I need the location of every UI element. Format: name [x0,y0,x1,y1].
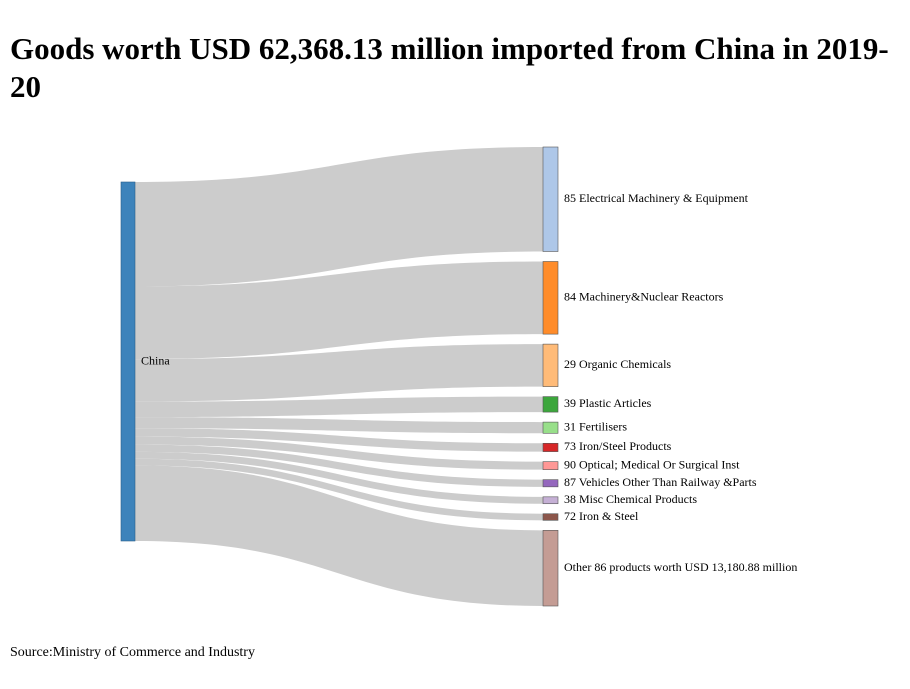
sankey-link [135,465,543,606]
sankey-target-node [542,421,559,434]
sankey-target-node [542,479,559,488]
sankey-target-label: 87 Vehicles Other Than Railway &Parts [564,475,757,489]
sankey-target-label: 38 Misc Chemical Products [564,492,697,506]
sankey-labels: China 85 Electrical Machinery & Equipment… [141,191,797,574]
sankey-target-node [542,496,559,505]
sankey-links [135,147,543,606]
sankey-target-label: Other 86 products worth USD 13,180.88 mi… [564,560,797,574]
sankey-link [135,428,543,452]
sankey-target-label: 39 Plastic Articles [564,396,652,410]
sankey-link [135,147,543,287]
sankey-link [135,451,543,504]
sankey-target-node [542,530,559,607]
sankey-target-label: 85 Electrical Machinery & Equipment [564,191,749,205]
sankey-target-node [542,442,559,452]
sankey-nodes [120,146,559,607]
sankey-link [135,444,543,487]
sankey-target-node [542,461,559,470]
node-china [120,181,136,542]
sankey-target-label: 90 Optical; Medical Or Surgical Inst [564,457,740,471]
sankey-link [135,417,543,434]
sankey-target-label: 73 Iron/Steel Products [564,439,672,453]
sankey-target-label: 72 Iron & Steel [564,509,639,523]
sankey-target-label: 31 Fertilisers [564,419,627,433]
sankey-link [135,344,543,402]
sankey-link [135,261,543,360]
node-label-china: China [141,353,170,367]
sankey-target-node [542,396,559,413]
sankey-target-node [542,513,559,521]
sankey-target-label: 29 Organic Chemicals [564,357,671,371]
sankey-target-node [542,343,559,387]
sankey-link [135,396,543,418]
sankey-target-node [542,146,559,252]
sankey-target-node [542,261,559,335]
chart-title: Goods worth USD 62,368.13 million import… [10,31,889,104]
sankey-link [135,458,543,521]
source-note: Source:Ministry of Commerce and Industry [10,645,255,660]
sankey-link [135,436,543,470]
sankey-target-label: 84 Machinery&Nuclear Reactors [564,290,724,304]
